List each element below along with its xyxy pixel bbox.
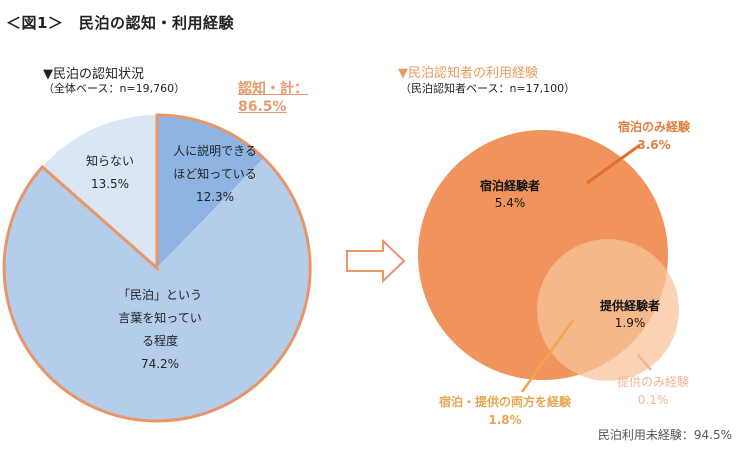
label-know-explain: 人に説明できる ほど知っている 12.3%: [160, 140, 270, 209]
label-host-experience-line1: 提供経験者: [599, 299, 660, 313]
callout-line-stay-only: [586, 143, 641, 185]
label-know-word-line1: 「民泊」という: [117, 288, 202, 302]
venn-circle-host: [537, 239, 679, 381]
label-stay-experience-line1: 宿泊経験者: [479, 179, 540, 193]
label-know-explain-line2: ほど知っている: [173, 167, 257, 181]
label-know-word: 「民泊」という 言葉を知ってい る程度 74.2%: [100, 284, 220, 376]
callout-stay-only-value: 3.6%: [637, 138, 671, 152]
label-not-know-line1: 知らない: [85, 154, 134, 168]
callout-host-only: 提供のみ経験 0.1%: [608, 373, 698, 409]
label-know-word-line2: 言葉を知ってい: [118, 311, 202, 325]
callout-line-host-only: [637, 354, 652, 371]
left-chart-title: ▼民泊の認知状況: [43, 67, 144, 82]
right-chart-base: （民泊認知者ベース：n=17,100）: [400, 82, 576, 95]
callout-stay-only: 宿泊のみ経験 3.6%: [604, 118, 704, 154]
aware-total-label: 認知・計： 86.5%: [238, 80, 308, 116]
callout-stay-only-text: 宿泊のみ経験: [617, 120, 690, 134]
label-stay-experience: 宿泊経験者 5.4%: [465, 178, 555, 212]
figure-title: ＜図1＞ 民泊の認知・利用経験: [6, 14, 234, 32]
pie-slice-know-word: [4, 158, 311, 422]
callout-host-only-value: 0.1%: [637, 393, 669, 407]
label-host-experience: 提供経験者 1.9%: [590, 298, 670, 332]
label-not-know-value: 13.5%: [90, 177, 130, 191]
label-know-word-line3: る程度: [141, 334, 178, 348]
no-experience-note: 民泊利用未経験：94.5%: [597, 428, 732, 442]
aware-total-outline: [2, 113, 312, 423]
left-chart-base: （全体ベース：n=19,760）: [43, 82, 186, 95]
callout-both-text: 宿泊・提供の両方を経験: [438, 395, 571, 409]
label-not-know: 知らない 13.5%: [78, 150, 142, 196]
label-stay-experience-value: 5.4%: [494, 196, 526, 210]
callout-host-only-text: 提供のみ経験: [616, 375, 689, 389]
pie-slice-not-know: [42, 115, 157, 268]
callout-line-both: [520, 319, 575, 393]
arrow-right-icon: [346, 238, 406, 284]
aware-total-value: 86.5%: [238, 99, 287, 115]
right-chart-title: ▼民泊認知者の利用経験: [398, 66, 538, 81]
label-know-explain-value: 12.3%: [195, 190, 235, 204]
label-know-word-value: 74.2%: [140, 357, 180, 371]
label-host-experience-value: 1.9%: [614, 316, 646, 330]
callout-both-value: 1.8%: [488, 413, 522, 427]
label-know-explain-line1: 人に説明できる: [173, 144, 257, 158]
aware-total-text: 認知・計：: [238, 81, 308, 97]
callout-both: 宿泊・提供の両方を経験 1.8%: [425, 393, 585, 429]
pie-slice-know-explain: [157, 114, 264, 268]
